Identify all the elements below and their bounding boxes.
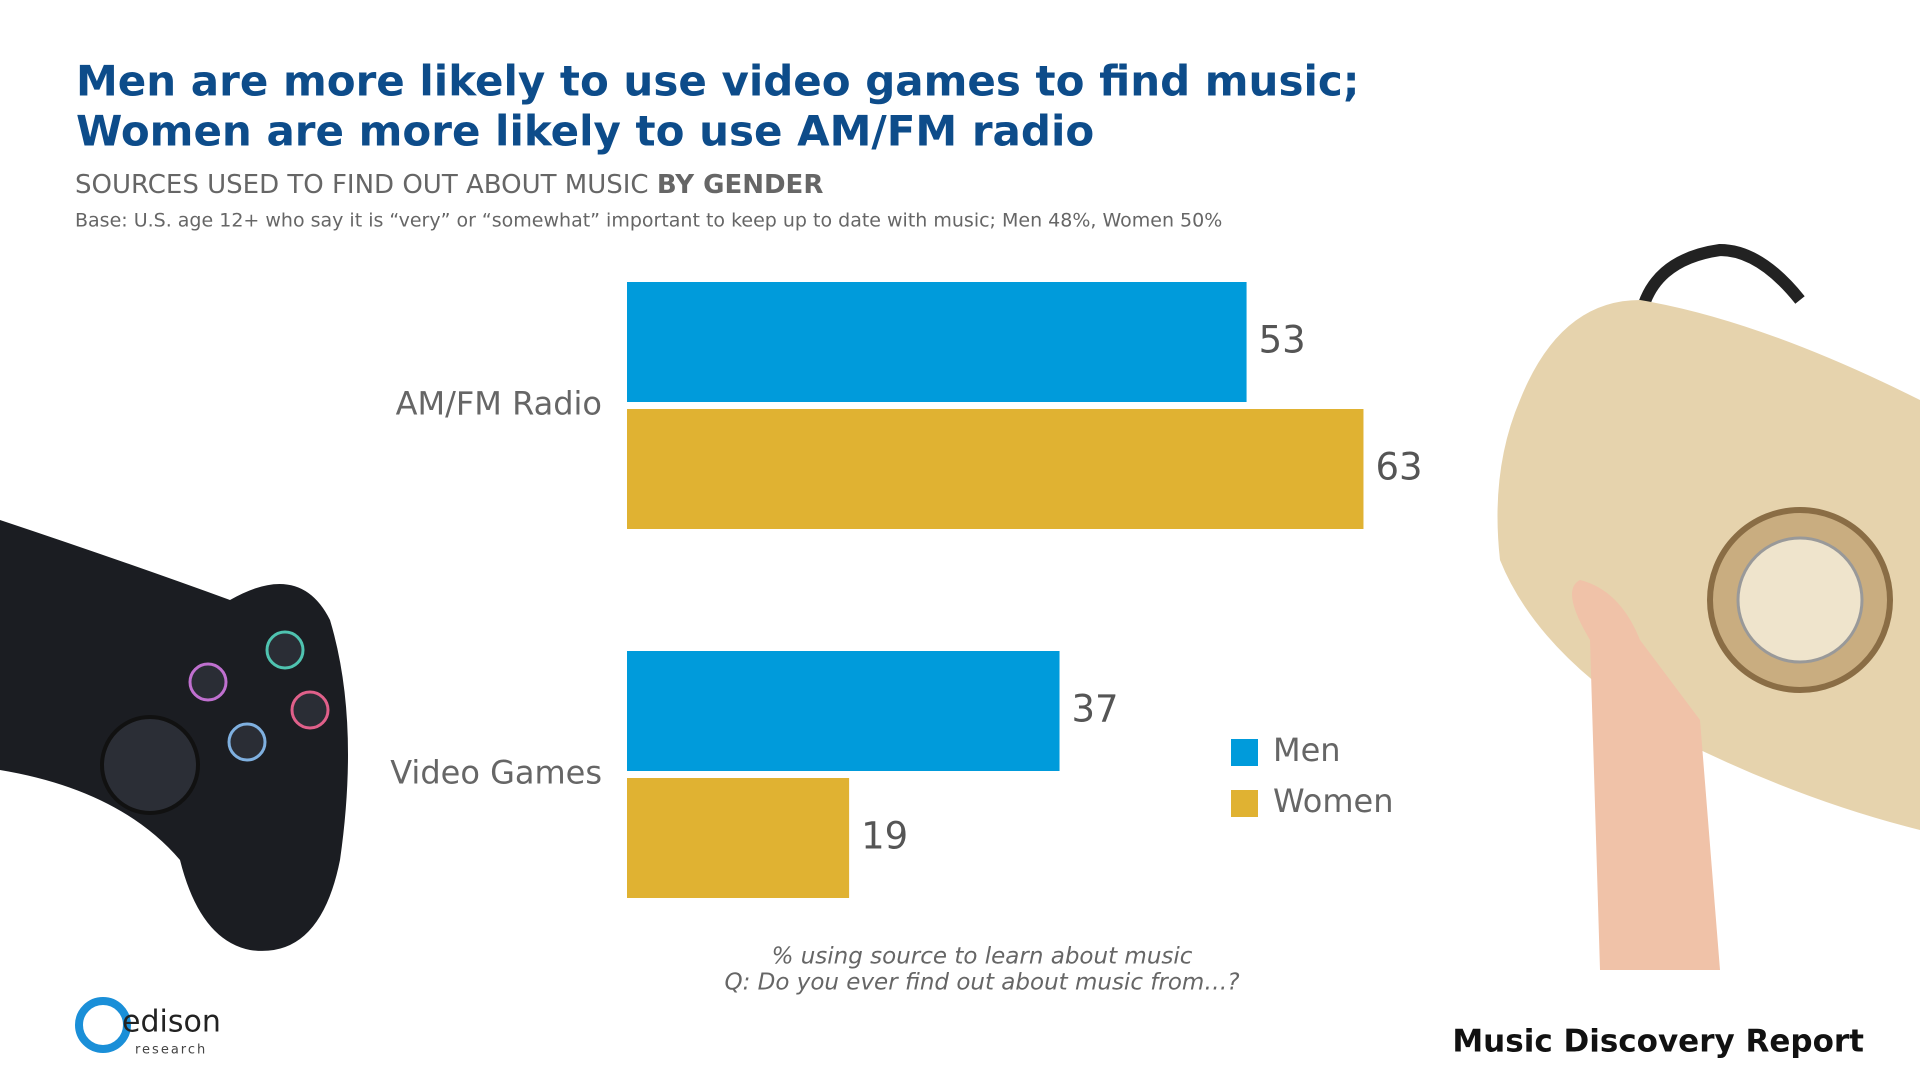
game-controller-illustration <box>0 520 348 951</box>
bar <box>627 282 1247 402</box>
subtitle-text: SOURCES USED TO FIND OUT ABOUT MUSIC <box>75 170 649 200</box>
logo: edison research <box>75 997 221 1058</box>
subtitle: SOURCES USED TO FIND OUT ABOUT MUSIC BY … <box>75 170 823 200</box>
legend-label: Women <box>1273 782 1393 820</box>
bar <box>627 651 1060 771</box>
value-label: 63 <box>1375 446 1422 489</box>
legend-label: Men <box>1273 731 1341 769</box>
footnote: % using source to learn about music <box>772 944 1193 970</box>
radio-illustration <box>1497 243 1920 970</box>
subtitle-emphasis: BY GENDER <box>657 170 824 200</box>
bar <box>627 778 850 898</box>
value-label: 19 <box>861 815 908 858</box>
report-name: Music Discovery Report <box>1452 1024 1864 1060</box>
logo-tagline: research <box>135 1043 207 1058</box>
title-line: Men are more likely to use video games t… <box>76 57 1360 106</box>
category-label: Video Games <box>390 754 602 792</box>
base-note: Base: U.S. age 12+ who say it is “very” … <box>75 210 1222 232</box>
logo-name: edison <box>122 1005 221 1040</box>
value-label: 37 <box>1072 688 1119 731</box>
bar <box>627 409 1364 529</box>
category-label: AM/FM Radio <box>396 385 602 423</box>
title-line: Women are more likely to use AM/FM radio <box>76 107 1094 156</box>
value-label: 53 <box>1259 319 1306 362</box>
legend-swatch <box>1231 739 1258 766</box>
legend-swatch <box>1231 790 1258 817</box>
footnote: Q: Do you ever find out about music from… <box>724 970 1239 996</box>
